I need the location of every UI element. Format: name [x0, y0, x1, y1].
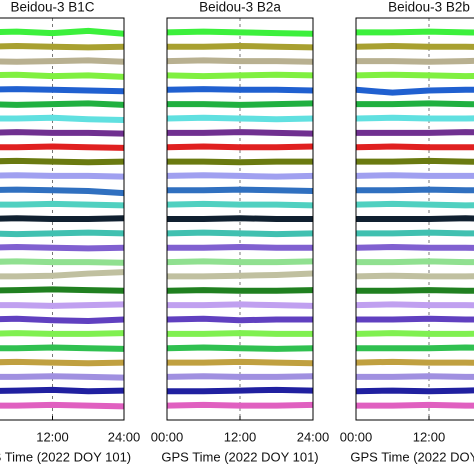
data-line	[0, 143, 125, 151]
data-line	[356, 287, 474, 294]
plot-frame	[0, 17, 125, 421]
data-line	[356, 57, 474, 65]
data-line	[167, 186, 314, 194]
data-line	[166, 373, 314, 380]
data-line	[356, 344, 474, 352]
data-line	[166, 143, 314, 151]
data-line	[166, 57, 314, 65]
panel-title: Beidou-3 B1C	[10, 0, 94, 15]
data-line	[0, 186, 125, 197]
data-line	[0, 157, 125, 166]
x-tick-label: 24:00	[108, 429, 141, 444]
data-line	[0, 286, 125, 294]
data-line	[166, 258, 314, 266]
data-line	[167, 358, 314, 367]
data-line	[355, 143, 474, 151]
data-line	[0, 229, 125, 238]
data-line	[355, 301, 474, 309]
x-tick-label: 12:00	[36, 429, 69, 444]
data-line	[356, 315, 474, 323]
data-line	[167, 100, 314, 108]
data-line	[355, 272, 474, 280]
x-axis-label: GPS Time (2022 DOY 101)	[350, 449, 474, 464]
data-line	[0, 344, 125, 352]
data-line	[355, 86, 474, 96]
x-axis-label: GPS Time (2022 DOY 101)	[161, 449, 318, 464]
data-line	[355, 172, 474, 179]
data-line	[356, 157, 474, 165]
data-line	[166, 401, 314, 409]
data-line	[356, 229, 474, 237]
data-line	[0, 358, 125, 367]
data-line	[0, 301, 125, 309]
data-line	[0, 315, 125, 324]
plot-frame	[166, 17, 314, 421]
data-line	[166, 200, 314, 209]
data-line	[0, 401, 125, 410]
data-line	[356, 401, 474, 409]
data-line	[0, 373, 125, 381]
data-line	[0, 27, 125, 37]
data-line	[167, 386, 314, 395]
data-line	[0, 244, 125, 252]
data-line	[166, 229, 314, 238]
data-line	[0, 57, 125, 65]
data-line	[356, 215, 474, 222]
data-line	[356, 100, 474, 108]
data-line	[355, 71, 474, 80]
data-line	[0, 269, 125, 280]
data-line	[356, 186, 474, 194]
data-line	[0, 100, 125, 108]
data-line	[0, 43, 125, 51]
data-line	[167, 244, 313, 251]
data-line	[0, 71, 125, 80]
x-tick-label: 00:00	[151, 429, 184, 444]
data-line	[0, 215, 125, 222]
data-line	[166, 287, 314, 294]
data-line	[355, 43, 474, 50]
data-line	[166, 114, 314, 123]
x-axis-label: GPS Time (2022 DOY 101)	[0, 449, 131, 464]
x-tick-label: 00:00	[340, 429, 373, 444]
data-line	[167, 270, 314, 280]
data-line	[166, 71, 314, 80]
data-line	[355, 114, 474, 122]
x-tick-label: 12:00	[413, 429, 446, 444]
data-line	[167, 301, 314, 309]
data-line	[166, 315, 313, 324]
data-line	[167, 330, 313, 337]
panel-title: Beidou-3 B2b	[388, 0, 470, 15]
data-line	[166, 344, 314, 352]
data-line	[167, 158, 313, 166]
data-line	[166, 86, 314, 94]
data-line	[0, 200, 125, 209]
data-line	[167, 43, 314, 51]
data-line	[356, 373, 474, 380]
data-line	[0, 129, 125, 137]
panel-title: Beidou-3 B2a	[199, 0, 281, 15]
data-line	[356, 129, 474, 136]
data-line	[166, 172, 314, 180]
x-tick-label: 12:00	[224, 429, 257, 444]
data-line	[166, 28, 314, 37]
data-line	[355, 387, 474, 395]
data-line	[356, 258, 474, 266]
data-line	[355, 330, 474, 337]
data-line	[355, 244, 474, 251]
x-tick-label: 24:00	[297, 429, 330, 444]
data-line	[0, 258, 125, 266]
data-line	[0, 86, 125, 95]
data-line	[0, 386, 125, 395]
data-line	[356, 28, 474, 36]
data-line	[0, 114, 125, 123]
data-line	[355, 200, 474, 209]
data-line	[167, 129, 314, 137]
data-line	[355, 358, 474, 366]
data-line	[0, 172, 125, 180]
plot-frame	[355, 17, 474, 421]
data-line	[167, 215, 313, 222]
data-line	[0, 330, 125, 337]
